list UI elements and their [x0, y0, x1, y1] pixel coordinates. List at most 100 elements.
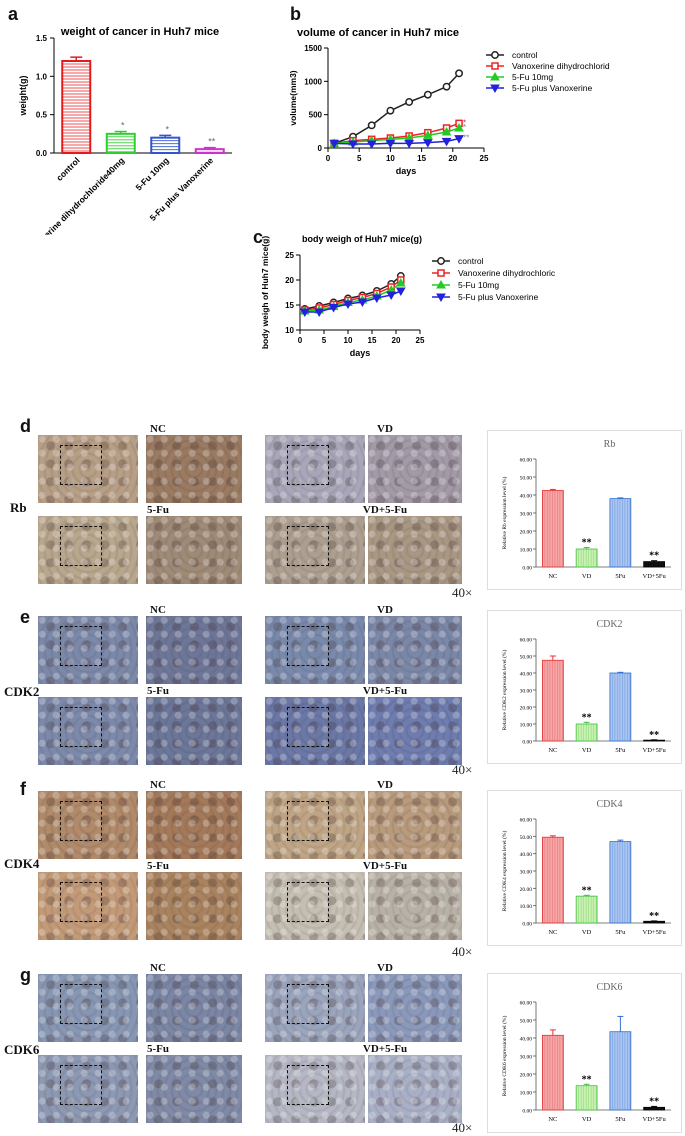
zoom-region-box — [287, 707, 329, 747]
chart-f-bar — [542, 836, 564, 924]
chart-b-legend-marker — [490, 84, 500, 94]
chart-d-bar — [575, 548, 598, 568]
microscopy-zoom-image — [146, 697, 242, 765]
chart-b-ylabel: volume(mm3) — [288, 70, 298, 125]
chart-f-ytick-label: 30.00 — [520, 870, 533, 876]
chart-d-ytick-label: 0.00 — [522, 566, 532, 572]
zoom-region-box — [60, 707, 102, 747]
zoom-region-box — [60, 445, 102, 485]
chart-a-ytick-label: 0.0 — [36, 149, 48, 158]
microscopy-image — [38, 974, 138, 1042]
chart-c-point — [328, 304, 339, 313]
microscopy-image — [38, 872, 138, 940]
chart-d-title: Rb — [604, 439, 616, 450]
microscopy-image — [38, 616, 138, 684]
microscopy-zoom-image — [146, 1055, 242, 1123]
chart-b-ytick-label: 1000 — [304, 77, 322, 86]
microscopy-zoom-image — [146, 435, 242, 503]
chart-b-point — [441, 137, 452, 147]
chart-f-bar — [575, 895, 598, 924]
chart-g-category-label: VD+5Fu — [643, 1116, 667, 1123]
chart-g-bar — [542, 1034, 564, 1111]
chart-a-ytick-label: 1.5 — [36, 34, 48, 43]
chart-a-title: weight of cancer in Huh7 mice — [60, 26, 219, 38]
chart-f-annotation: ** — [649, 911, 659, 922]
chart-b-xlabel: days — [396, 166, 417, 176]
chart-g-ytick-label: 30.00 — [520, 1055, 533, 1061]
microscopy-label: VD — [377, 962, 393, 974]
chart-g-ytick-label: 60.00 — [520, 1001, 533, 1007]
chart-c-ytick-label: 15 — [285, 301, 294, 310]
magnification-g: 40× — [452, 1120, 473, 1135]
microscopy-label: VD — [377, 604, 393, 616]
row-label-rb: Rb — [10, 500, 27, 515]
chart-d-ytick-label: 40.00 — [520, 494, 533, 500]
chart-c-legend-marker — [436, 279, 446, 289]
chart-c-ylabel: body weigh of Huh7 mice(g) — [260, 236, 270, 350]
chart-e-bar — [542, 659, 564, 742]
zoom-region-box — [60, 882, 102, 922]
chart-b-xtick-label: 10 — [386, 154, 395, 163]
chart-a-bar — [150, 136, 181, 155]
chart-b-annotation: ** — [463, 134, 469, 143]
chart-b-point — [455, 69, 463, 78]
chart-b-title: volume of cancer in Huh7 mice — [297, 27, 459, 39]
chart-d-bar — [643, 561, 665, 568]
microscopy-image — [265, 974, 365, 1042]
microscopy-label: VD — [377, 423, 393, 435]
chart-c-xtick-label: 10 — [344, 336, 353, 345]
chart-c-point — [299, 308, 310, 318]
zoom-region-box — [287, 526, 329, 566]
chart-e-ytick-label: 40.00 — [520, 672, 533, 678]
chart-c-xtick-label: 0 — [298, 336, 303, 345]
microscopy-label: VD+5-Fu — [362, 1043, 408, 1055]
chart-g-ytick-label: 10.00 — [520, 1091, 533, 1097]
chart-g-annotation: ** — [582, 1074, 592, 1085]
microscopy-label: NC — [150, 423, 166, 435]
microscopy-zoom-image — [368, 516, 462, 584]
chart-c-legend-label: 5-Fu 10mg — [458, 280, 499, 290]
chart-f-category-label: 5Fu — [615, 929, 626, 936]
chart-b-point — [422, 130, 433, 139]
chart-e-category-label: NC — [548, 747, 557, 754]
chart-c-point — [371, 294, 382, 304]
zoom-region-box — [287, 1065, 329, 1105]
chart-b-point — [454, 122, 464, 132]
microscopy-image — [265, 697, 365, 765]
chart-f-cdk4: CDK4 0.00 10.00 20.00 30.00 40.00 50.00 60.00 Re… — [487, 790, 682, 946]
chart-g-annotation: ** — [649, 1096, 659, 1107]
microscopy-zoom-image — [368, 1055, 462, 1123]
chart-g-ytick-label: 40.00 — [520, 1037, 533, 1043]
microscopy-label: NC — [150, 779, 166, 791]
chart-b-point — [422, 139, 433, 148]
microscopy-zoom-image — [368, 435, 462, 503]
magnification-d: 40× — [452, 585, 473, 600]
chart-b-legend-label: control — [512, 50, 538, 60]
chart-e-ytick-label: 10.00 — [520, 723, 533, 729]
chart-c-xtick-label: 15 — [368, 336, 377, 345]
chart-f-ytick-label: 10.00 — [520, 904, 533, 910]
chart-e-title: CDK2 — [596, 619, 622, 630]
microscopy-label: VD+5-Fu — [362, 860, 408, 872]
chart-c-legend-marker — [437, 269, 445, 277]
microscopy-label: VD+5-Fu — [362, 504, 408, 516]
chart-e-category-label: 5Fu — [615, 747, 626, 754]
chart-f-ytick-label: 40.00 — [520, 852, 533, 858]
chart-c-point — [357, 298, 368, 308]
chart-b-xtick-label: 15 — [417, 154, 426, 163]
panel-letter-a: a — [8, 4, 19, 24]
chart-e-ylabel: Relative CDK2 expression level (%) — [501, 650, 508, 731]
zoom-region-box — [60, 1065, 102, 1105]
row-label-cdk4: CDK4 — [4, 856, 40, 871]
panel-letter-b: b — [290, 4, 301, 24]
chart-b-point — [442, 82, 451, 91]
chart-c-point — [386, 291, 397, 301]
chart-a-annotation: * — [121, 121, 125, 131]
chart-g-ylabel: Relative CDK6 expression level (%) — [501, 1016, 508, 1097]
chart-g-title: CDK6 — [596, 982, 622, 993]
chart-b-xtick-label: 0 — [326, 154, 331, 163]
chart-f-annotation: ** — [582, 885, 592, 896]
chart-c-xtick-label: 5 — [322, 336, 327, 345]
chart-g-bar — [609, 1031, 632, 1111]
microscopy-label: VD — [377, 779, 393, 791]
